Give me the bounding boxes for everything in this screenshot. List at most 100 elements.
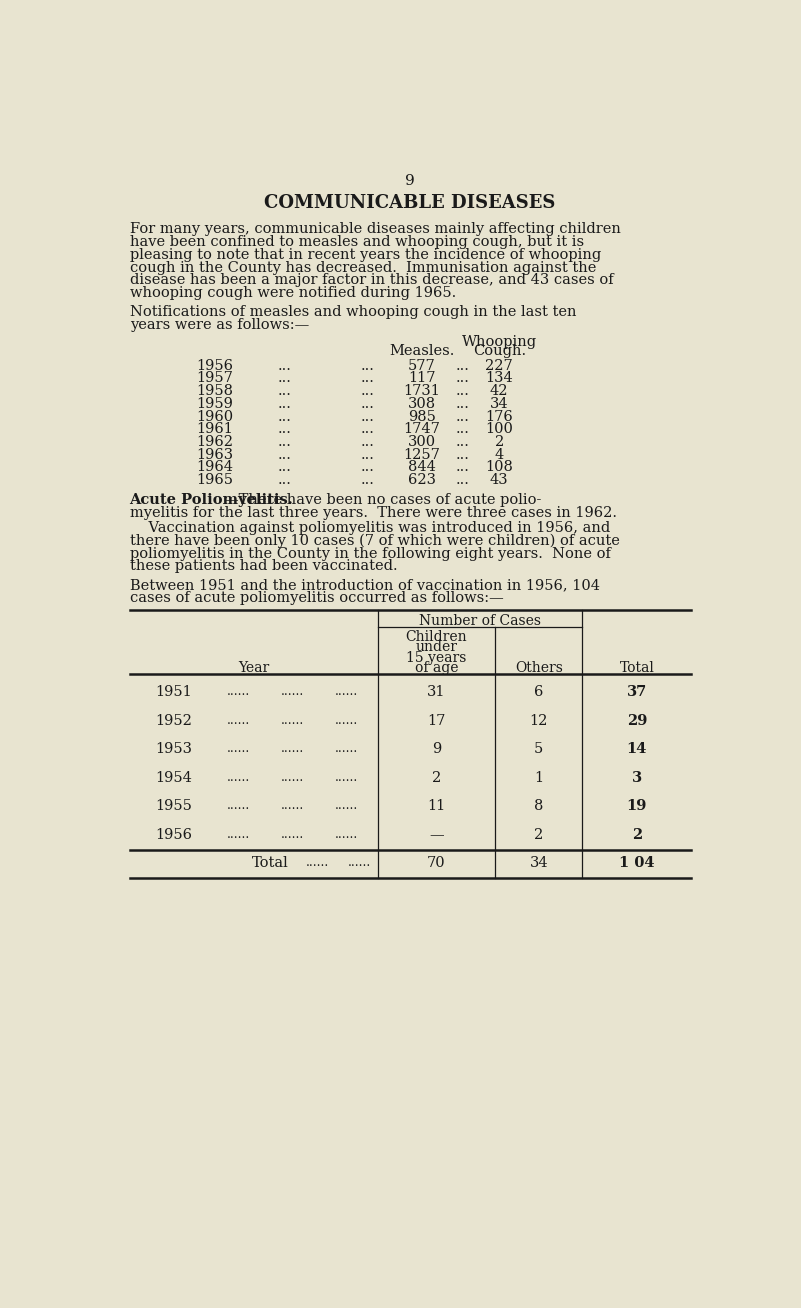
Text: ...: ...: [360, 396, 374, 411]
Text: Whooping: Whooping: [461, 335, 537, 349]
Text: ......: ......: [280, 799, 304, 812]
Text: 1961: 1961: [196, 422, 233, 437]
Text: 11: 11: [428, 799, 445, 814]
Text: 308: 308: [408, 396, 436, 411]
Text: ...: ...: [360, 409, 374, 424]
Text: Number of Cases: Number of Cases: [419, 613, 541, 628]
Text: ......: ......: [335, 742, 358, 755]
Text: ...: ...: [456, 358, 469, 373]
Text: For many years, communicable diseases mainly affecting children: For many years, communicable diseases ma…: [130, 222, 621, 237]
Text: 100: 100: [485, 422, 513, 437]
Text: ...: ...: [278, 447, 292, 462]
Text: 1958: 1958: [196, 385, 233, 398]
Text: 15 years: 15 years: [406, 650, 467, 664]
Text: 19: 19: [626, 799, 647, 814]
Text: under: under: [416, 640, 457, 654]
Text: of age: of age: [415, 661, 458, 675]
Text: 9: 9: [432, 742, 441, 756]
Text: ...: ...: [360, 460, 374, 475]
Text: ...: ...: [360, 358, 374, 373]
Text: ......: ......: [227, 799, 250, 812]
Text: ......: ......: [280, 685, 304, 698]
Text: ......: ......: [335, 828, 358, 841]
Text: 29: 29: [626, 714, 647, 727]
Text: Total: Total: [619, 661, 654, 675]
Text: ...: ...: [456, 409, 469, 424]
Text: ......: ......: [280, 714, 304, 727]
Text: 34: 34: [529, 857, 548, 870]
Text: disease has been a major factor in this decrease, and 43 cases of: disease has been a major factor in this …: [130, 273, 614, 288]
Text: —: —: [429, 828, 444, 841]
Text: ......: ......: [305, 857, 328, 869]
Text: poliomyelitis in the County in the following eight years.  None of: poliomyelitis in the County in the follo…: [130, 547, 610, 561]
Text: 844: 844: [408, 460, 436, 475]
Text: ......: ......: [227, 770, 250, 783]
Text: 34: 34: [490, 396, 509, 411]
Text: 1257: 1257: [404, 447, 441, 462]
Text: 2: 2: [632, 828, 642, 841]
Text: Children: Children: [405, 629, 467, 644]
Text: 1747: 1747: [404, 422, 441, 437]
Text: 623: 623: [408, 473, 436, 487]
Text: pleasing to note that in recent years the incidence of whooping: pleasing to note that in recent years th…: [130, 247, 601, 262]
Text: ......: ......: [335, 714, 358, 727]
Text: ...: ...: [278, 396, 292, 411]
Text: 42: 42: [490, 385, 509, 398]
Text: 1963: 1963: [196, 447, 233, 462]
Text: 1956: 1956: [155, 828, 192, 841]
Text: ...: ...: [456, 436, 469, 449]
Text: 1954: 1954: [155, 770, 192, 785]
Text: ...: ...: [278, 358, 292, 373]
Text: ...: ...: [278, 460, 292, 475]
Text: ...: ...: [456, 473, 469, 487]
Text: 300: 300: [408, 436, 436, 449]
Text: Others: Others: [515, 661, 563, 675]
Text: 1962: 1962: [196, 436, 233, 449]
Text: ...: ...: [360, 436, 374, 449]
Text: 1965: 1965: [196, 473, 233, 487]
Text: ......: ......: [227, 714, 250, 727]
Text: 1: 1: [534, 770, 543, 785]
Text: ...: ...: [360, 422, 374, 437]
Text: 31: 31: [427, 685, 445, 700]
Text: ...: ...: [456, 447, 469, 462]
Text: ...: ...: [360, 473, 374, 487]
Text: —There have been no cases of acute polio-: —There have been no cases of acute polio…: [224, 493, 541, 508]
Text: cough in the County has decreased.  Immunisation against the: cough in the County has decreased. Immun…: [130, 260, 596, 275]
Text: 1731: 1731: [404, 385, 441, 398]
Text: 17: 17: [427, 714, 445, 727]
Text: ...: ...: [360, 385, 374, 398]
Text: ...: ...: [456, 460, 469, 475]
Text: ...: ...: [278, 385, 292, 398]
Text: 2: 2: [534, 828, 543, 841]
Text: 1959: 1959: [196, 396, 233, 411]
Text: 1960: 1960: [196, 409, 233, 424]
Text: ......: ......: [335, 685, 358, 698]
Text: ...: ...: [456, 371, 469, 386]
Text: Measles.: Measles.: [389, 344, 454, 358]
Text: 117: 117: [408, 371, 436, 386]
Text: 43: 43: [490, 473, 509, 487]
Text: ......: ......: [335, 799, 358, 812]
Text: 4: 4: [495, 447, 504, 462]
Text: 37: 37: [626, 685, 647, 700]
Text: Cough.: Cough.: [473, 344, 525, 358]
Text: 577: 577: [408, 358, 436, 373]
Text: 14: 14: [626, 742, 647, 756]
Text: 9: 9: [405, 174, 415, 188]
Text: ......: ......: [280, 828, 304, 841]
Text: have been confined to measles and whooping cough, but it is: have been confined to measles and whoopi…: [130, 235, 584, 249]
Text: ......: ......: [227, 685, 250, 698]
Text: 1952: 1952: [155, 714, 192, 727]
Text: Acute Poliomyelitis.: Acute Poliomyelitis.: [130, 493, 293, 508]
Text: 985: 985: [408, 409, 436, 424]
Text: 1953: 1953: [155, 742, 192, 756]
Text: 6: 6: [534, 685, 543, 700]
Text: Vaccination against poliomyelitis was introduced in 1956, and: Vaccination against poliomyelitis was in…: [130, 521, 610, 535]
Text: ...: ...: [360, 447, 374, 462]
Text: 1964: 1964: [196, 460, 233, 475]
Text: 1955: 1955: [155, 799, 192, 814]
Text: these patients had been vaccinated.: these patients had been vaccinated.: [130, 560, 397, 573]
Text: 1 04: 1 04: [619, 857, 654, 870]
Text: ...: ...: [360, 371, 374, 386]
